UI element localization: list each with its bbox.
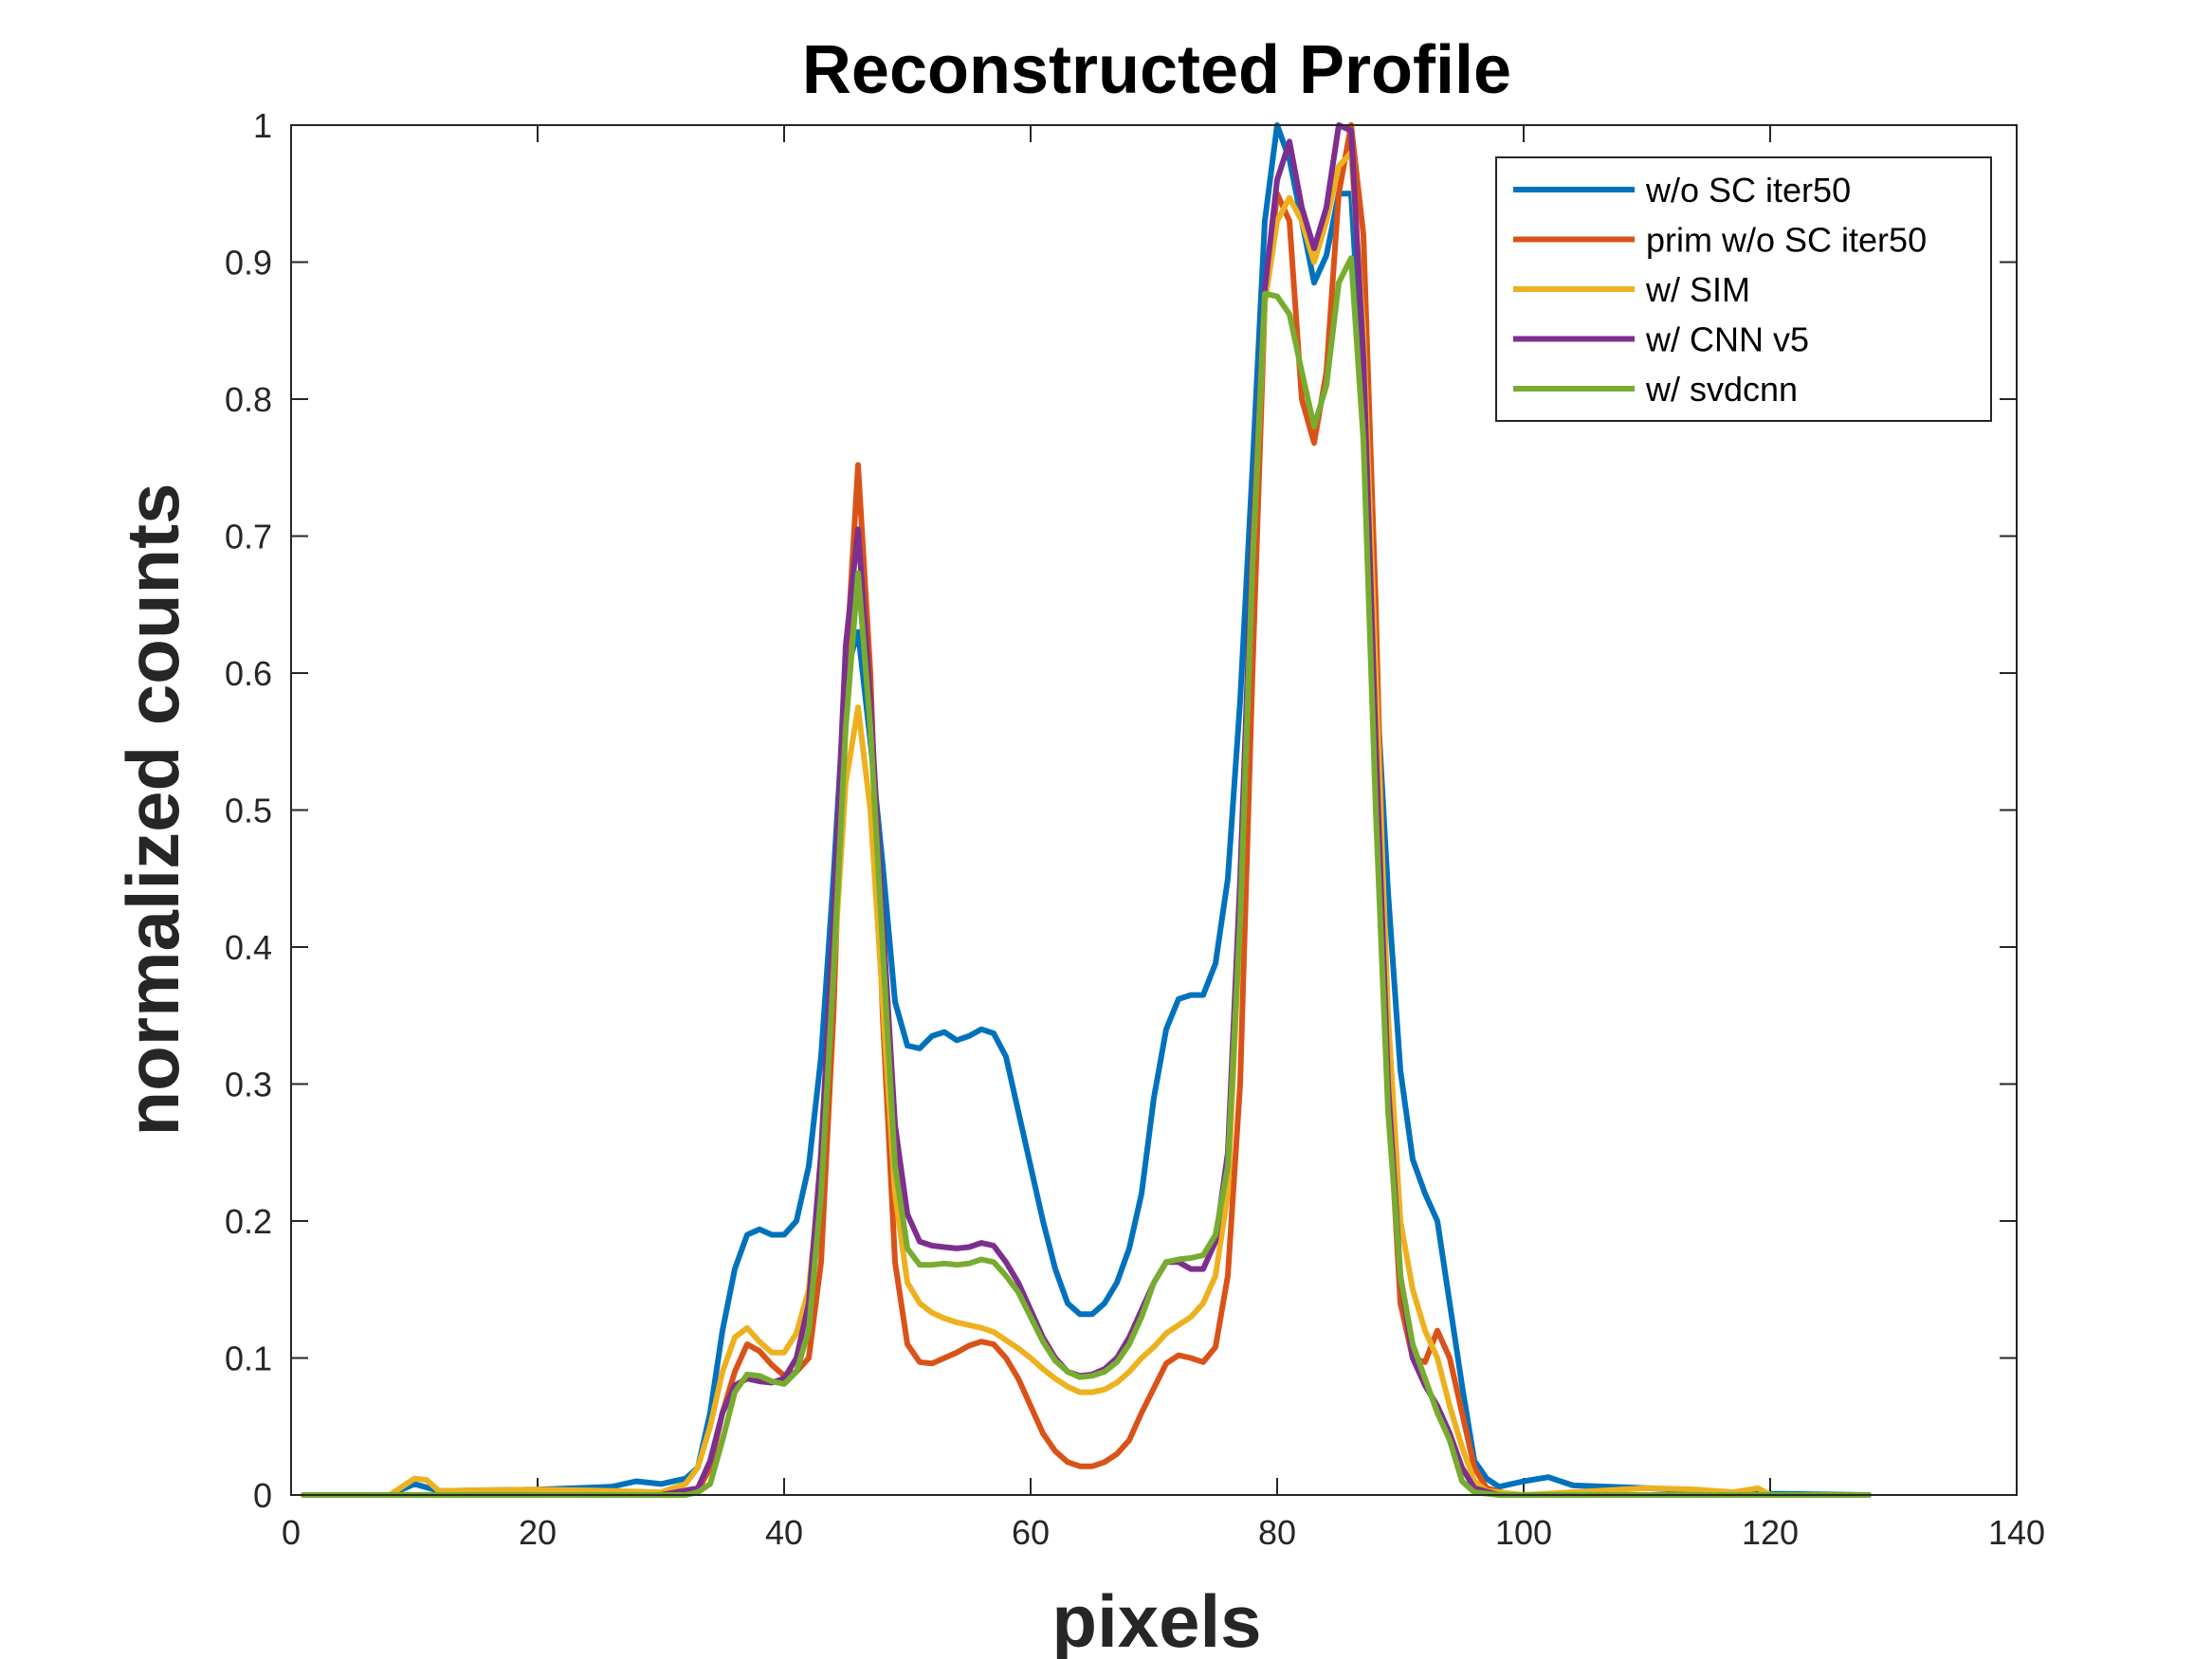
legend-entry: w/ svdcnn xyxy=(1645,370,1798,409)
legend-entry: w/o SC iter50 xyxy=(1645,171,1851,210)
legend-entry: w/ SIM xyxy=(1645,270,1750,309)
series-line-5 xyxy=(301,255,1872,1498)
y-tick-label: 0.5 xyxy=(225,792,272,830)
x-tick-label: 40 xyxy=(765,1513,803,1552)
y-tick-label: 0.8 xyxy=(225,380,272,419)
x-ticks: 0 20 40 60 80 100 120 140 xyxy=(282,125,2045,1552)
y-axis-label: normalized counts xyxy=(111,483,194,1136)
chart-title: Reconstructed Profile xyxy=(802,32,1511,108)
series-line-1 xyxy=(301,122,1872,1498)
y-tick-label: 0.1 xyxy=(225,1340,272,1378)
x-tick-label: 100 xyxy=(1495,1513,1552,1552)
x-tick-label: 120 xyxy=(1742,1513,1799,1552)
x-tick-label: 20 xyxy=(519,1513,557,1552)
legend-entry: prim w/o SC iter50 xyxy=(1646,221,1927,260)
y-tick-label: 1 xyxy=(253,106,272,145)
x-tick-label: 140 xyxy=(1988,1513,2045,1552)
y-tick-label: 0.6 xyxy=(225,654,272,693)
y-tick-label: 0 xyxy=(253,1476,272,1515)
series-line-3 xyxy=(301,149,1872,1498)
x-tick-label: 80 xyxy=(1258,1513,1296,1552)
y-tick-label: 0.2 xyxy=(225,1202,272,1241)
y-tick-label: 0.4 xyxy=(225,928,272,967)
x-tick-label: 0 xyxy=(282,1513,301,1552)
plot-frame xyxy=(290,124,2018,1496)
x-axis-label: pixels xyxy=(1051,1579,1261,1659)
legend-entry: w/ CNN v5 xyxy=(1645,320,1809,359)
x-tick-label: 60 xyxy=(1012,1513,1050,1552)
y-ticks: 0 0.1 0.2 0.3 0.4 0.5 0.6 0.7 0.8 0.9 1 xyxy=(225,106,2017,1515)
y-tick-label: 0.9 xyxy=(225,244,272,283)
y-tick-label: 0.7 xyxy=(225,518,272,556)
series-lines xyxy=(301,122,1872,1498)
y-tick-label: 0.3 xyxy=(225,1066,272,1104)
legend: w/o SC iter50 prim w/o SC iter50 w/ SIM w/ … xyxy=(1495,156,1992,422)
